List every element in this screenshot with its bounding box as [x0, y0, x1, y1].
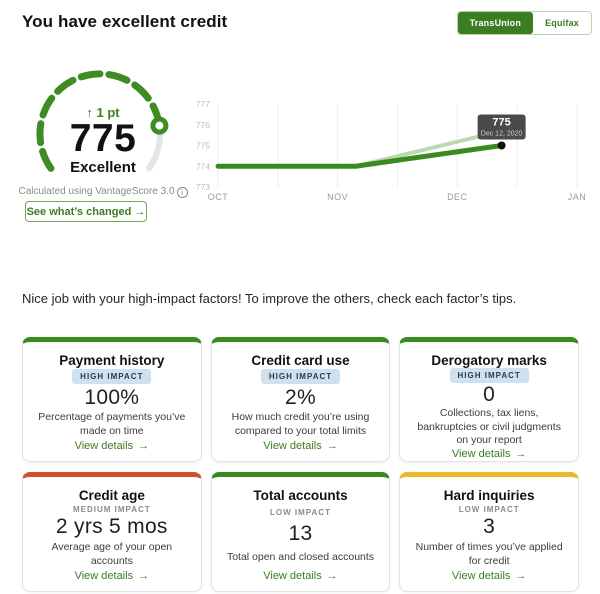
view-details-label: View details — [263, 569, 322, 582]
score-value: 775 — [69, 117, 137, 160]
card-description: Percentage of payments you’ve made on ti… — [38, 411, 186, 437]
view-details-label: View details — [451, 569, 511, 582]
gauge-arc-icon — [36, 70, 169, 172]
card-title: Total accounts — [253, 488, 348, 503]
svg-text:Dec 12, 2020: Dec 12, 2020 — [481, 131, 523, 138]
card-value: 13 — [288, 522, 313, 546]
card-payment-history: Payment history HIGH IMPACT 100% Percent… — [22, 337, 202, 462]
card-description: Average age of your open accounts — [51, 541, 173, 567]
svg-text:NOV: NOV — [327, 192, 348, 202]
view-details-label: View details — [451, 447, 511, 460]
view-details-link[interactable]: View details → — [263, 440, 338, 452]
arrow-right-icon: → — [326, 569, 338, 582]
card-value: 2% — [285, 385, 316, 409]
svg-text:777: 777 — [196, 99, 210, 109]
card-hard-inquiries: Hard inquiries LOW IMPACT 3 Number of ti… — [399, 472, 579, 592]
impact-label: LOW IMPACT — [270, 508, 331, 518]
view-details-label: View details — [263, 439, 322, 452]
card-title: Payment history — [59, 353, 165, 368]
score-gauge: ↑ 1 pt 775 Excellent — [22, 58, 184, 180]
arrow-right-icon: → — [138, 439, 150, 452]
card-value: 0 — [483, 383, 496, 406]
card-derogatory-marks: Derogatory marks HIGH IMPACT 0 Collectio… — [399, 337, 579, 462]
card-title: Hard inquiries — [443, 488, 535, 503]
card-credit-age: Credit age MEDIUM IMPACT 2 yrs 5 mos Ave… — [22, 472, 202, 592]
view-details-link[interactable]: View details → — [75, 570, 150, 582]
impact-badge: HIGH IMPACT — [449, 368, 529, 383]
card-description: Total open and closed accounts — [226, 551, 375, 564]
view-details-link[interactable]: View details → — [452, 570, 527, 582]
svg-text:775: 775 — [492, 117, 510, 129]
impact-label: MEDIUM IMPACT — [72, 504, 151, 514]
score-source-label: Calculated using VantageScore 3.0 — [18, 186, 175, 197]
toggle-transunion[interactable]: TransUnion — [457, 12, 534, 34]
arrow-right-icon: → — [138, 569, 150, 582]
card-description: Number of times you’ve applied for credi… — [415, 541, 563, 567]
card-value: 3 — [483, 515, 496, 539]
view-details-label: View details — [74, 439, 134, 452]
card-description: How much credit you’re using compared to… — [231, 411, 370, 437]
arrow-right-icon: → — [515, 447, 527, 460]
bureau-toggle: TransUnion Equifax — [456, 11, 592, 35]
score-change: ↑ 1 pt — [86, 105, 120, 120]
gauge-knob-icon — [150, 116, 169, 135]
svg-text:JAN: JAN — [568, 192, 587, 202]
svg-text:773: 773 — [196, 182, 210, 192]
factor-message: Nice job with your high-impact factors! … — [22, 291, 517, 306]
svg-text:DEC: DEC — [447, 192, 468, 202]
see-whats-changed-button[interactable]: See what’s changed → — [25, 201, 147, 222]
arrow-right-icon: → — [515, 569, 527, 582]
impact-label: LOW IMPACT — [458, 504, 520, 514]
card-description: Collections, tax liens, bankruptcies or … — [417, 407, 561, 447]
view-details-label: View details — [74, 569, 134, 582]
svg-text:776: 776 — [196, 120, 210, 130]
card-title: Credit card use — [251, 353, 350, 368]
info-icon[interactable]: i — [176, 187, 188, 198]
view-details-link[interactable]: View details → — [452, 448, 527, 460]
card-total-accounts: Total accounts LOW IMPACT 13 Total open … — [210, 472, 391, 592]
toggle-equifax[interactable]: Equifax — [533, 12, 591, 34]
impact-badge: HIGH IMPACT — [72, 369, 152, 385]
score-rating: Excellent — [70, 159, 136, 176]
card-value: 100% — [84, 385, 140, 409]
card-title: Derogatory marks — [431, 353, 547, 368]
svg-text:774: 774 — [196, 161, 210, 171]
arrow-right-icon: → — [326, 439, 338, 452]
card-credit-card-use: Credit card use HIGH IMPACT 2% How much … — [210, 337, 391, 462]
view-details-link[interactable]: View details → — [263, 570, 338, 582]
svg-text:OCT: OCT — [208, 192, 229, 202]
score-source: Calculated using VantageScore 3.0 i — [10, 186, 196, 198]
impact-badge: HIGH IMPACT — [260, 369, 341, 385]
page-title: You have excellent credit — [22, 12, 228, 31]
card-title: Credit age — [78, 488, 145, 503]
svg-text:775: 775 — [196, 141, 210, 151]
factor-cards: Payment history HIGH IMPACT 100% Percent… — [22, 337, 579, 592]
card-value: 2 yrs 5 mos — [55, 515, 168, 539]
view-details-link[interactable]: View details → — [75, 440, 150, 452]
